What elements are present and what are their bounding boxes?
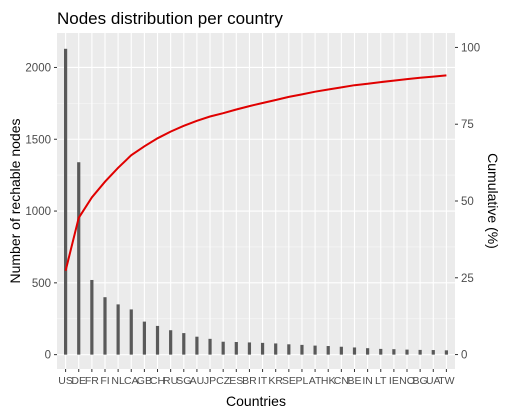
plot-panel [57, 33, 455, 369]
bar-sg [182, 333, 186, 355]
x-tick-label: AU [190, 375, 205, 387]
y2-axis-title: Cumulative (%) [485, 153, 501, 249]
y2-tick-label: 75 [461, 119, 474, 131]
bar-ch [155, 325, 160, 355]
y2-tick-label: 50 [461, 196, 474, 208]
x-tick-label: GB [137, 375, 152, 387]
x-tick-label: BE [347, 375, 361, 387]
bar-ru [169, 330, 173, 355]
x-tick-label: IT [258, 375, 268, 387]
bar-de [77, 162, 81, 355]
bar-tw [444, 350, 448, 355]
bar-gb [142, 321, 146, 355]
x-tick-label: CZ [216, 375, 231, 387]
bar-pl [300, 344, 304, 355]
y-tick-label: 0 [45, 350, 51, 362]
y-axis-ticks: 0 500 1000 1500 2000 [25, 62, 57, 362]
chart-title: Nodes distribution per country [57, 9, 283, 28]
x-tick-label: JP [204, 375, 216, 387]
x-tick-label: FR [85, 375, 99, 387]
x-tick-label: CH [150, 375, 165, 387]
x-tick-label: CN [334, 375, 349, 387]
bar-fi [103, 297, 107, 355]
x-tick-label: NL [111, 375, 125, 387]
bar-no [405, 349, 409, 355]
x-tick-label: US [58, 375, 73, 387]
x-tick-label: HK [321, 375, 336, 387]
x-tick-label: SG [176, 375, 191, 387]
x-tick-label: RU [163, 375, 178, 387]
x-tick-label: LT [375, 375, 387, 387]
bar-ie [392, 349, 396, 355]
x-tick-label: PL [296, 375, 309, 387]
bar-us [64, 48, 68, 355]
x-tick-label: UA [426, 375, 441, 387]
x-tick-label: ES [229, 375, 243, 387]
x-axis-title: Countries [226, 393, 286, 409]
bar-cz [221, 341, 225, 355]
bar-cn [339, 346, 343, 355]
x-tick-label: DE [71, 375, 86, 387]
bar-at [313, 345, 317, 355]
x-tick-label: KR [268, 375, 283, 387]
bar-es [234, 342, 238, 355]
bar-ua [431, 350, 435, 355]
bar-au [195, 336, 199, 355]
x-tick-label: FI [100, 375, 109, 387]
bar-fr [90, 279, 94, 355]
x-tick-label: BG [413, 375, 428, 387]
bar-in [366, 348, 370, 355]
y2-tick-label: 0 [461, 350, 467, 362]
x-tick-label: IE [389, 375, 399, 387]
bars [64, 48, 448, 355]
bar-se [287, 344, 291, 355]
y2-axis-ticks: 0 25 50 75 100 [455, 42, 480, 362]
x-tick-label: SE [282, 375, 296, 387]
bar-be [352, 347, 357, 355]
bar-kr [274, 343, 278, 355]
cumulative-line [64, 74, 447, 271]
bar-hk [326, 346, 330, 355]
x-tick-label: CA [124, 375, 139, 387]
y-tick-label: 1500 [25, 134, 51, 146]
y-tick-label: 2000 [25, 62, 51, 74]
x-tick-label: AT [309, 375, 322, 387]
bar-lt [379, 348, 383, 355]
x-tick-label: NO [399, 375, 415, 387]
y2-tick-label: 25 [461, 273, 474, 285]
y-tick-label: 1000 [25, 206, 51, 218]
bar-br [247, 342, 252, 355]
y2-tick-label: 100 [461, 42, 480, 54]
bar-jp [208, 338, 212, 355]
y-tick-label: 500 [32, 278, 51, 290]
bar-bg [418, 349, 422, 355]
x-tick-label: IN [362, 375, 373, 387]
y-axis-title: Number of rechable nodes [7, 119, 23, 284]
bar-ca [129, 309, 133, 355]
x-tick-label: TW [438, 375, 454, 387]
bar-nl [116, 304, 120, 355]
bar-it [260, 342, 265, 355]
x-tick-label: BR [242, 375, 257, 387]
